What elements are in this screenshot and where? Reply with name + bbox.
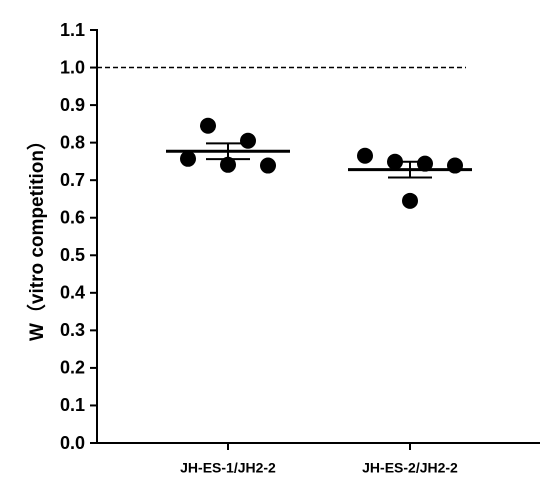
y-tick-label: 1.0 xyxy=(60,57,85,77)
y-tick-label: 1.1 xyxy=(60,20,85,40)
y-tick-label: 0.1 xyxy=(60,395,85,415)
y-tick-label: 0.7 xyxy=(60,170,85,190)
y-tick-label: 0.4 xyxy=(60,283,85,303)
data-point xyxy=(200,117,216,134)
y-tick-label: 0.2 xyxy=(60,358,85,378)
x-tick-label: JH-ES-1/JH2-2 xyxy=(180,460,276,476)
y-tick-label: 0.9 xyxy=(60,95,85,115)
y-tick-label: 0.6 xyxy=(60,207,85,227)
y-tick-label: 0.8 xyxy=(60,132,85,152)
data-point xyxy=(240,132,256,149)
data-point xyxy=(180,150,196,167)
y-tick-label: 0.0 xyxy=(60,433,85,453)
x-tick-label: JH-ES-2/JH2-2 xyxy=(362,460,458,476)
data-point xyxy=(260,157,276,174)
data-point xyxy=(417,155,433,172)
data-point xyxy=(402,192,418,209)
y-tick-label: 0.3 xyxy=(60,320,85,340)
data-point xyxy=(357,147,373,164)
data-point xyxy=(220,156,236,173)
y-tick-label: 0.5 xyxy=(60,245,85,265)
y-axis-label: W（vitro competition） xyxy=(25,131,48,341)
